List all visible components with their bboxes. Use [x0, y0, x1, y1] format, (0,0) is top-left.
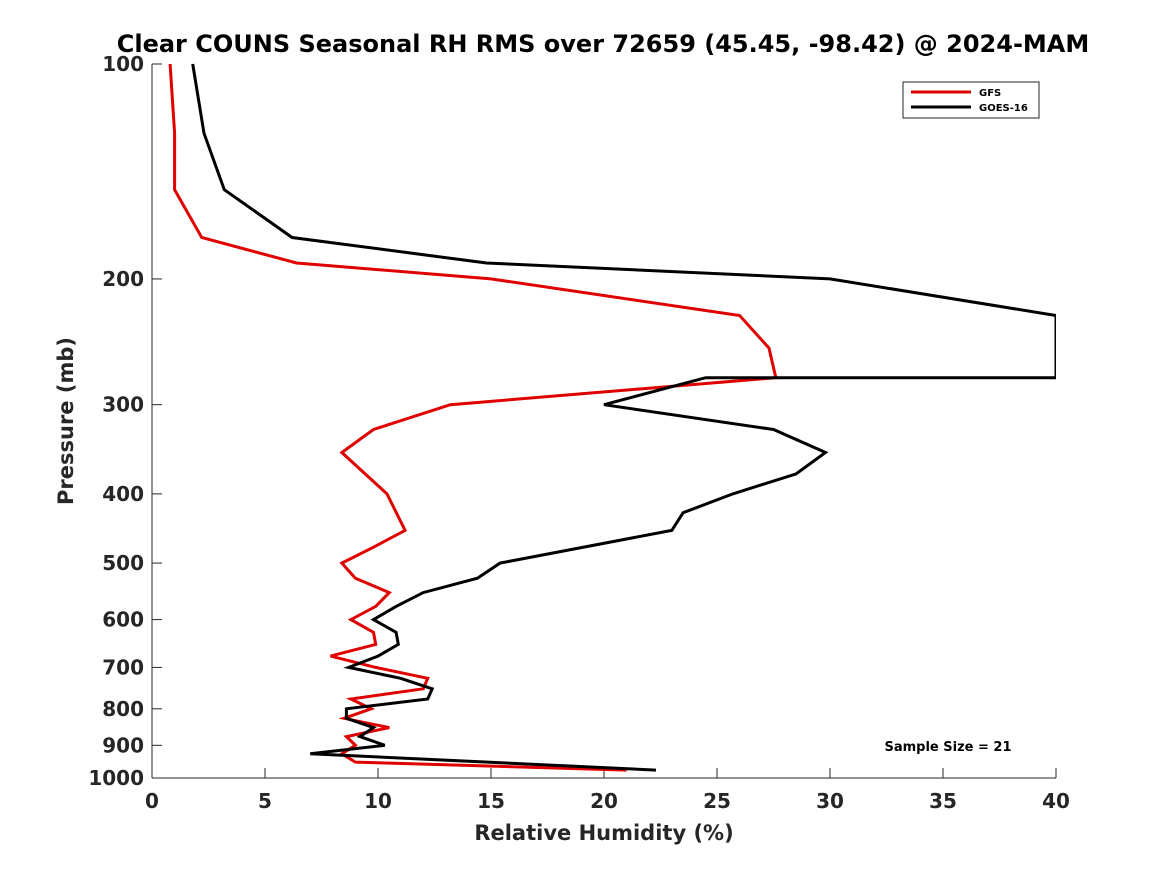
- x-tick-label: 25: [703, 789, 731, 813]
- x-tick-label: 15: [477, 789, 505, 813]
- y-tick-label: 500: [102, 551, 144, 575]
- y-tick-label: 600: [102, 608, 144, 632]
- x-tick-label: 10: [364, 789, 392, 813]
- legend: GFS GOES-16: [902, 81, 1040, 119]
- y-tick-label: 900: [102, 733, 144, 757]
- y-tick-label: 300: [102, 393, 144, 417]
- y-axis-ticks: 100 200 300 400 500 600 700 800 900 1000: [88, 52, 162, 790]
- sample-size-annotation: Sample Size = 21: [884, 740, 1011, 755]
- y-axis-label: Pressure (mb): [54, 337, 78, 505]
- x-axis-ticks: 0 5 10 15 20 25 30 35 40: [145, 768, 1070, 813]
- x-tick-label: 0: [145, 789, 159, 813]
- y-tick-label: 100: [102, 52, 144, 76]
- series-group: [168, 63, 1056, 772]
- x-tick-label: 5: [258, 789, 272, 813]
- x-tick-label: 30: [816, 789, 844, 813]
- y-tick-label: 200: [102, 267, 144, 291]
- x-tick-label: 20: [590, 789, 618, 813]
- legend-label-gfs: GFS: [979, 88, 1001, 99]
- y-tick-label: 700: [102, 655, 144, 679]
- legend-label-goes16: GOES-16: [979, 103, 1028, 114]
- y-tick-label: 1000: [88, 766, 144, 790]
- x-tick-label: 40: [1042, 789, 1070, 813]
- x-axis-label: Relative Humidity (%): [474, 821, 733, 845]
- x-tick-label: 35: [929, 789, 957, 813]
- series-line-goes16: [191, 63, 1056, 772]
- chart-title: Clear COUNS Seasonal RH RMS over 72659 (…: [117, 30, 1090, 58]
- y-tick-label: 400: [102, 482, 144, 506]
- legend-box: [902, 81, 1040, 119]
- y-tick-label: 800: [102, 697, 144, 721]
